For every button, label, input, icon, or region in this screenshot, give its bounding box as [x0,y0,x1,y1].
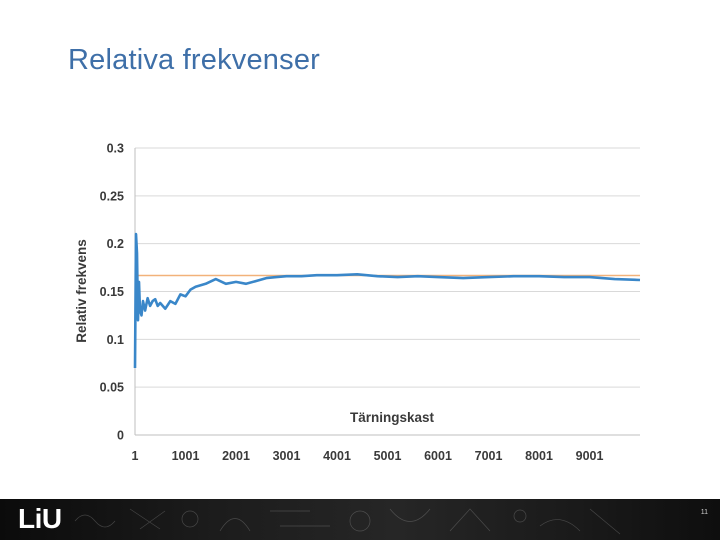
x-tick-label: 7001 [475,449,503,463]
liu-logo: LiU [18,503,62,534]
y-tick-label: 0.05 [100,381,124,395]
x-axis-label: Tärningskast [350,410,435,425]
slide-title: Relativa frekvenser [68,44,321,76]
x-tick-label: 3001 [273,449,301,463]
y-tick-label: 0.15 [100,285,124,299]
page-number: 11 [700,509,708,516]
y-tick-labels: 0 0.05 0.1 0.15 0.2 0.25 0.3 [100,142,124,443]
x-tick-label: 4001 [323,449,351,463]
x-tick-label: 2001 [222,449,250,463]
relative-frequency-series-line [133,232,641,369]
relative-frequency-chart: 0 0.05 0.1 0.15 0.2 0.25 0.3 1 1001 2001 3001 4001… [74,142,641,463]
x-tick-label: 1 [132,449,139,463]
y-tick-label: 0.1 [107,333,124,347]
y-tick-label: 0.25 [100,189,124,203]
x-tick-labels: 1 1001 2001 3001 4001 5001 6001 7001 8001 9001 [132,449,604,463]
x-tick-label: 5001 [374,449,402,463]
footer-bar: LiU 11 [0,499,720,540]
y-tick-label: 0.3 [107,142,124,156]
grid-lines [135,147,640,388]
x-tick-label: 9001 [576,449,604,463]
footer-texture [74,508,621,535]
x-tick-label: 6001 [424,449,452,463]
x-tick-label: 1001 [172,449,200,463]
x-tick-label: 8001 [525,449,553,463]
y-tick-label: 0 [117,429,124,443]
y-tick-label: 0.2 [107,237,124,251]
y-axis-label: Relativ frekvens [74,239,89,343]
